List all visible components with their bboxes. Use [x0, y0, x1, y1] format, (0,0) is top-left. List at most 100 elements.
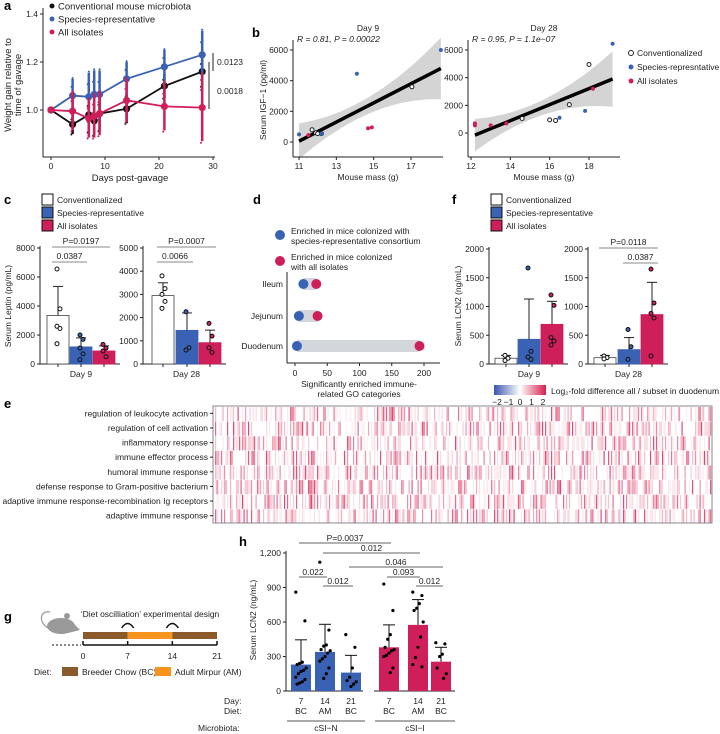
data-point [57, 325, 63, 331]
heatmap-cell [566, 436, 568, 451]
heatmap-cell [497, 509, 499, 524]
heatmap-cell [555, 494, 557, 509]
heatmap-cell [420, 494, 422, 509]
row-label: immune effector process [115, 452, 208, 462]
heatmap-cell [467, 465, 469, 480]
heatmap-cell [408, 480, 410, 495]
heatmap-cell [422, 436, 424, 451]
heatmap-cell [218, 465, 220, 480]
replicate-point [98, 89, 101, 92]
heatmap-cell [656, 421, 658, 436]
heatmap-cell [633, 465, 635, 480]
data-point [625, 327, 631, 332]
y-axis-label: Serum Leptin (pg/mL) [3, 265, 13, 347]
heatmap-cell [384, 407, 386, 422]
heatmap-cell [387, 465, 389, 480]
heatmap-cell [396, 465, 398, 480]
heatmap-cell [237, 480, 239, 495]
data-point [443, 642, 447, 646]
heatmap-cell [354, 407, 356, 422]
data-point [318, 659, 322, 663]
heatmap-cell [491, 480, 493, 495]
p-value: P=0.0118 [610, 237, 646, 247]
heatmap-cell [494, 494, 496, 509]
heatmap-cell [387, 509, 389, 524]
heatmap-cell [434, 407, 436, 422]
heatmap-cell [495, 494, 497, 509]
heatmap-cell [324, 407, 326, 422]
heatmap-cell [674, 480, 676, 495]
panel-letter: e [4, 396, 11, 411]
heatmap-cell [233, 421, 235, 436]
heatmap-cell [698, 509, 700, 524]
heatmap-cell [561, 421, 563, 436]
data-point [421, 620, 425, 624]
data-point [411, 662, 415, 667]
heatmap-cell [555, 407, 557, 422]
heatmap-cell [231, 509, 233, 524]
heatmap-cell [542, 480, 544, 495]
data-point [306, 133, 311, 138]
heatmap-cell [378, 480, 380, 495]
data-point [409, 84, 415, 90]
heatmap-cell [225, 480, 227, 495]
heatmap-cell [333, 450, 335, 465]
heatmap-cell [635, 509, 637, 524]
heatmap-cell [216, 494, 218, 509]
data-point [77, 357, 83, 363]
heatmap-cell [303, 509, 305, 524]
heatmap-cell [627, 480, 629, 495]
heatmap-cell [591, 436, 593, 451]
row-label: Day: [224, 696, 241, 706]
p-value: P=0.0197 [63, 236, 100, 246]
heatmap-cell [618, 421, 620, 436]
heatmap-cell [549, 421, 551, 436]
heatmap-cell [276, 494, 278, 509]
heatmap-cell [354, 465, 356, 480]
heatmap-cell [581, 450, 583, 465]
heatmap-cell [473, 480, 475, 495]
heatmap-cell [497, 494, 499, 509]
replicate-point [87, 70, 90, 73]
heatmap-cell [263, 480, 265, 495]
heatmap-cell [414, 421, 416, 436]
heatmap-cell [327, 436, 329, 451]
heatmap-cell [528, 436, 530, 451]
replicate-point [124, 68, 127, 71]
heatmap-cell [398, 509, 400, 524]
heatmap-cell [689, 480, 691, 495]
data-point [300, 660, 304, 664]
heatmap-cell [675, 494, 677, 509]
heatmap-cell [471, 509, 473, 524]
heatmap-cell [395, 509, 397, 524]
heatmap-cell [621, 480, 623, 495]
heatmap-cell [443, 494, 445, 509]
heatmap-cell [452, 480, 454, 495]
heatmap-cell [408, 450, 410, 465]
heatmap-cell [681, 421, 683, 436]
heatmap-cell [633, 480, 635, 495]
heatmap-cell [590, 450, 592, 465]
heatmap-cell [476, 421, 478, 436]
heatmap-cell [314, 450, 316, 465]
data-point [206, 345, 212, 351]
data-point [77, 345, 83, 351]
data-point [411, 590, 415, 594]
data-point [548, 342, 554, 348]
heatmap-cell [435, 436, 437, 451]
heatmap-cell [479, 436, 481, 451]
heatmap-cell [512, 494, 514, 509]
heatmap-cell [404, 509, 406, 524]
heatmap-cell [257, 450, 259, 465]
heatmap-cell [512, 421, 514, 436]
heatmap-cell [326, 450, 328, 465]
heatmap-cell [230, 407, 232, 422]
heatmap-cell [699, 494, 701, 509]
heatmap-cell [537, 465, 539, 480]
y-axis-label: time of gavage [13, 54, 24, 116]
heatmap-cell [695, 465, 697, 480]
data-point [502, 358, 508, 364]
data-point [504, 121, 509, 126]
